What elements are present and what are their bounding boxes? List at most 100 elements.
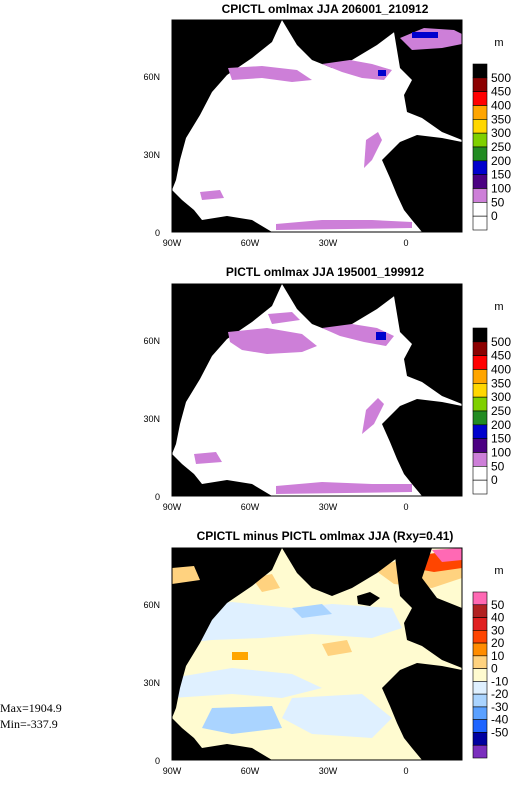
panel3-diff-west-coast [172, 566, 200, 584]
colorbar-label: 300 [491, 390, 511, 404]
panel3-diff-caribbean [202, 706, 282, 734]
tick-label-0: 0 [155, 228, 160, 238]
colorbar-label: -50 [491, 725, 509, 739]
colorbar-box [472, 91, 488, 106]
panel2-data-north [268, 312, 300, 324]
panel3-land-iceland [357, 592, 380, 606]
tick-label-60n: 60N [143, 72, 160, 82]
tick-label-90w: 90W [163, 766, 182, 776]
tick-label-90w: 90W [163, 238, 182, 248]
tick-label-90w: 90W [163, 502, 182, 512]
colorbar-box [472, 146, 488, 162]
colorbar-label: 500 [491, 335, 511, 349]
tick-label-0e: 0 [403, 238, 408, 248]
colorbar-label: 50 [491, 459, 505, 473]
panel2-y-axis: 60N 30N 0 [143, 336, 160, 502]
colorbar-label: 250 [491, 404, 511, 418]
colorbar-label: 200 [491, 154, 511, 168]
panel3-map [171, 547, 463, 761]
colorbar-label: -30 [491, 700, 509, 714]
colorbar-box [472, 719, 488, 733]
panel3-diff-cool [292, 604, 332, 618]
panel3-diff-subtropical [172, 668, 322, 698]
panel1-data-canary [364, 132, 382, 168]
panel2-data-caribbean [194, 452, 222, 464]
colorbar-box [472, 188, 488, 203]
colorbar-box [472, 119, 488, 134]
stats-box: Max=1904.9 Min=-337.9 [0, 700, 62, 732]
panel3-diff-tropical [282, 694, 392, 738]
max-value: Max=1904.9 [0, 701, 62, 715]
colorbar-box [472, 479, 488, 495]
colorbar-box [472, 693, 488, 708]
colorbar-label: -20 [491, 687, 509, 701]
colorbar-box [472, 355, 488, 370]
tick-label-30w: 30W [319, 502, 338, 512]
colorbar-label: 400 [491, 99, 511, 113]
panel1-title: CPICTL omlmax JJA 206001_210912 [222, 2, 429, 16]
colorbar-box [472, 452, 488, 467]
tick-label-0: 0 [155, 756, 160, 766]
colorbar-box [472, 466, 488, 481]
panel1-land-greenland [282, 20, 404, 68]
panel1-land-europe [392, 20, 462, 140]
panel2-map [171, 283, 463, 497]
colorbar-label: 300 [491, 126, 511, 140]
tick-label-30w: 30W [319, 766, 338, 776]
panel1-land-north-america [172, 20, 282, 190]
colorbar-box [472, 327, 488, 343]
panel3-diff-spot [232, 652, 248, 660]
colorbar-label: 10 [491, 649, 505, 663]
panel3-land-africa [382, 663, 462, 760]
colorbar-label: 400 [491, 363, 511, 377]
colorbar-label: 50 [491, 598, 505, 612]
min-value: Min=-337.9 [0, 717, 58, 731]
colorbar-label: 450 [491, 349, 511, 363]
tick-label-60n: 60N [143, 336, 160, 346]
panel2-land-south-america [190, 480, 272, 496]
tick-label-60n: 60N [143, 600, 160, 610]
colorbar-box [472, 160, 488, 175]
colorbar-label: -40 [491, 713, 509, 727]
colorbar-box [472, 132, 488, 148]
panel2-frame [171, 283, 463, 497]
colorbar-box [472, 630, 488, 644]
panel1-y-axis: 60N 30N 0 [143, 72, 160, 238]
panel3-diff-norwegian-max [432, 548, 462, 562]
colorbar-box [472, 383, 488, 398]
colorbar-label: 200 [491, 418, 511, 432]
panel2-data-equator [276, 482, 412, 494]
panel1-land-south-america [190, 216, 272, 232]
colorbar-box [472, 410, 488, 426]
panel2-land-europe [392, 284, 462, 404]
colorbar-label: 150 [491, 432, 511, 446]
panel2-x-axis: 90W 60W 30W 0 [163, 502, 409, 512]
panel3-land-south-america [190, 744, 272, 760]
colorbar-label: 350 [491, 376, 511, 390]
colorbar-box [472, 63, 488, 79]
colorbar-label: 40 [491, 611, 505, 625]
panel1-data-equator [276, 220, 412, 230]
panel1-land-africa [382, 135, 462, 232]
panel1-map [171, 19, 463, 233]
colorbar-box [472, 655, 488, 669]
colorbar-box [472, 202, 488, 217]
panel3-x-axis: 90W 60W 30W 0 [163, 766, 409, 776]
colorbar-box [472, 668, 488, 682]
panel1-data-rockall [378, 70, 386, 76]
colorbar-label: 0 [491, 209, 498, 223]
tick-label-30n: 30N [143, 150, 160, 160]
colorbar-label: 100 [491, 182, 511, 196]
colorbar-label: 150 [491, 168, 511, 182]
colorbar-label: 0 [491, 662, 498, 676]
panel1-unit: m [494, 37, 503, 49]
panel3-y-axis: 60N 30N 0 [143, 600, 160, 766]
colorbar-box [472, 732, 488, 746]
panel3-land-europe [394, 548, 462, 668]
colorbar-label: 20 [491, 636, 505, 650]
tick-label-0: 0 [155, 492, 160, 502]
